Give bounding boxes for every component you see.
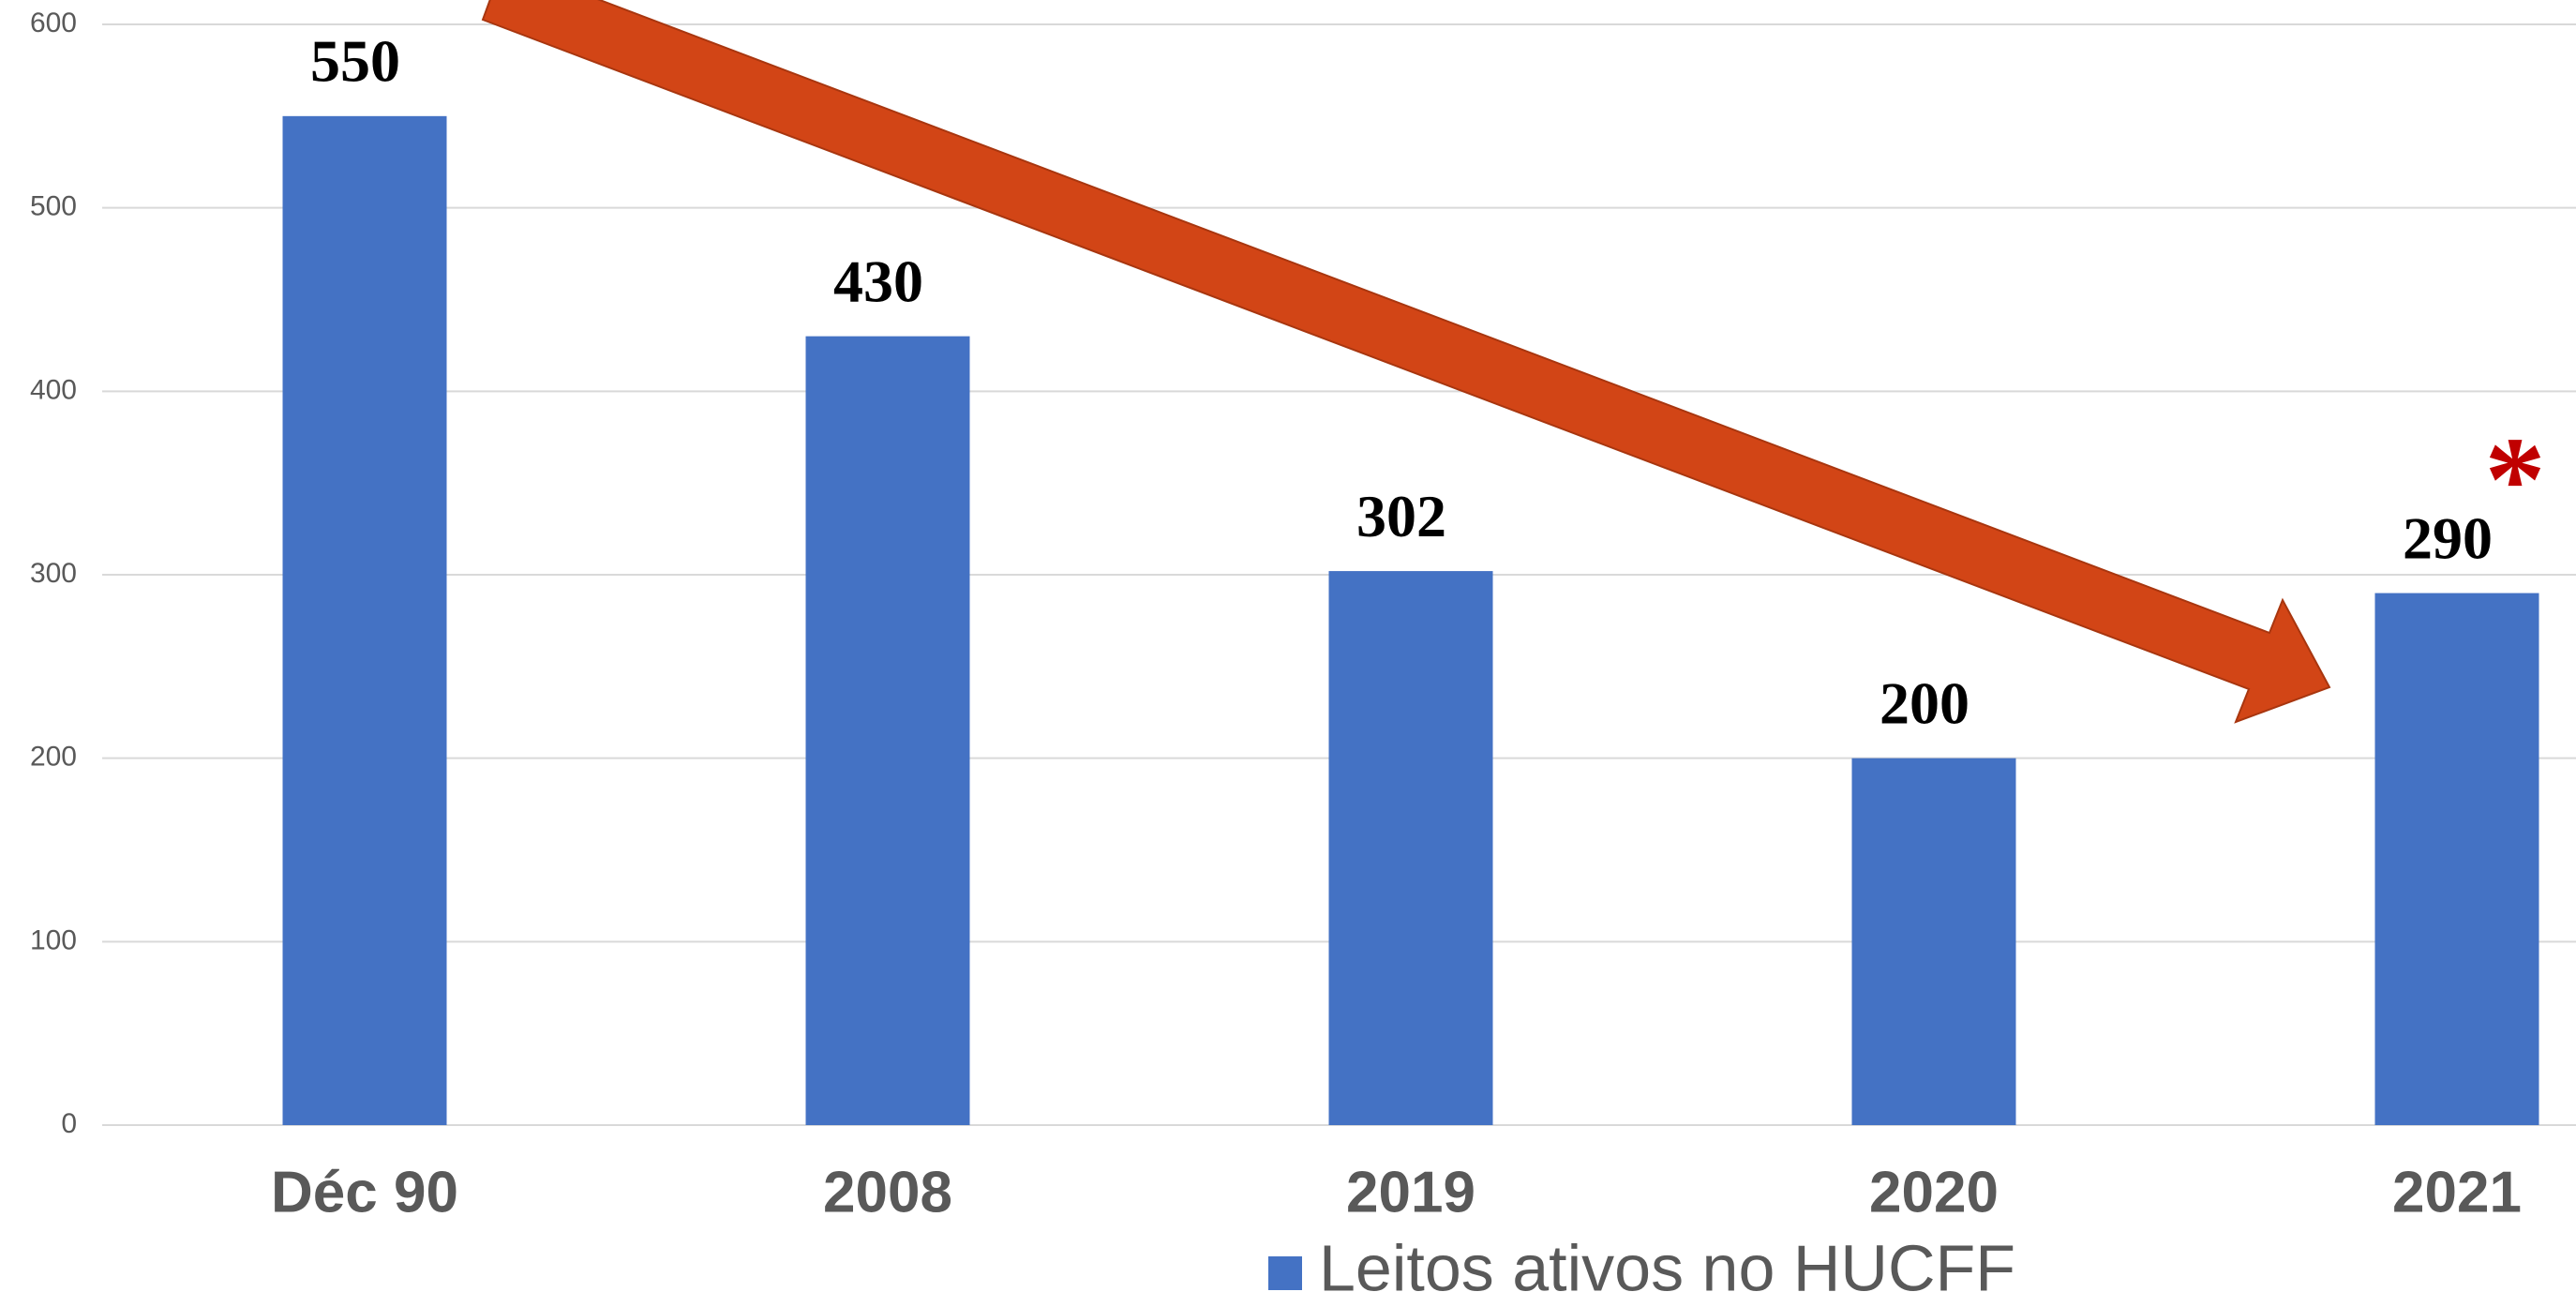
annotation: * <box>2485 413 2546 548</box>
bar <box>1328 571 1493 1125</box>
trend-arrow <box>481 0 2331 724</box>
bar <box>805 336 970 1126</box>
data-label: 430 <box>833 248 923 314</box>
x-tick-label: 2019 <box>1346 1160 1475 1224</box>
x-tick-label: Déc 90 <box>271 1160 458 1224</box>
y-tick-label: 500 <box>30 191 77 222</box>
y-tick-label: 300 <box>30 558 77 589</box>
bar <box>1851 758 2016 1125</box>
data-label: 302 <box>1356 483 1446 549</box>
bar <box>2374 593 2539 1125</box>
legend-label: Leitos ativos no HUCFF <box>1319 1231 2015 1304</box>
y-tick-label: 0 <box>61 1108 77 1139</box>
x-tick-label: 2021 <box>2392 1160 2522 1224</box>
legend-swatch <box>1268 1256 1302 1290</box>
y-tick-label: 600 <box>30 8 77 38</box>
x-tick-label: 2020 <box>1869 1160 1999 1224</box>
y-tick-label: 400 <box>30 374 77 405</box>
y-tick-label: 200 <box>30 742 77 773</box>
x-tick-label: 2008 <box>823 1160 952 1224</box>
y-tick-label: 100 <box>30 924 77 955</box>
data-label: 290 <box>2403 504 2493 571</box>
data-label: 200 <box>1880 669 1969 736</box>
bar <box>282 115 447 1125</box>
data-label: 550 <box>310 28 400 95</box>
